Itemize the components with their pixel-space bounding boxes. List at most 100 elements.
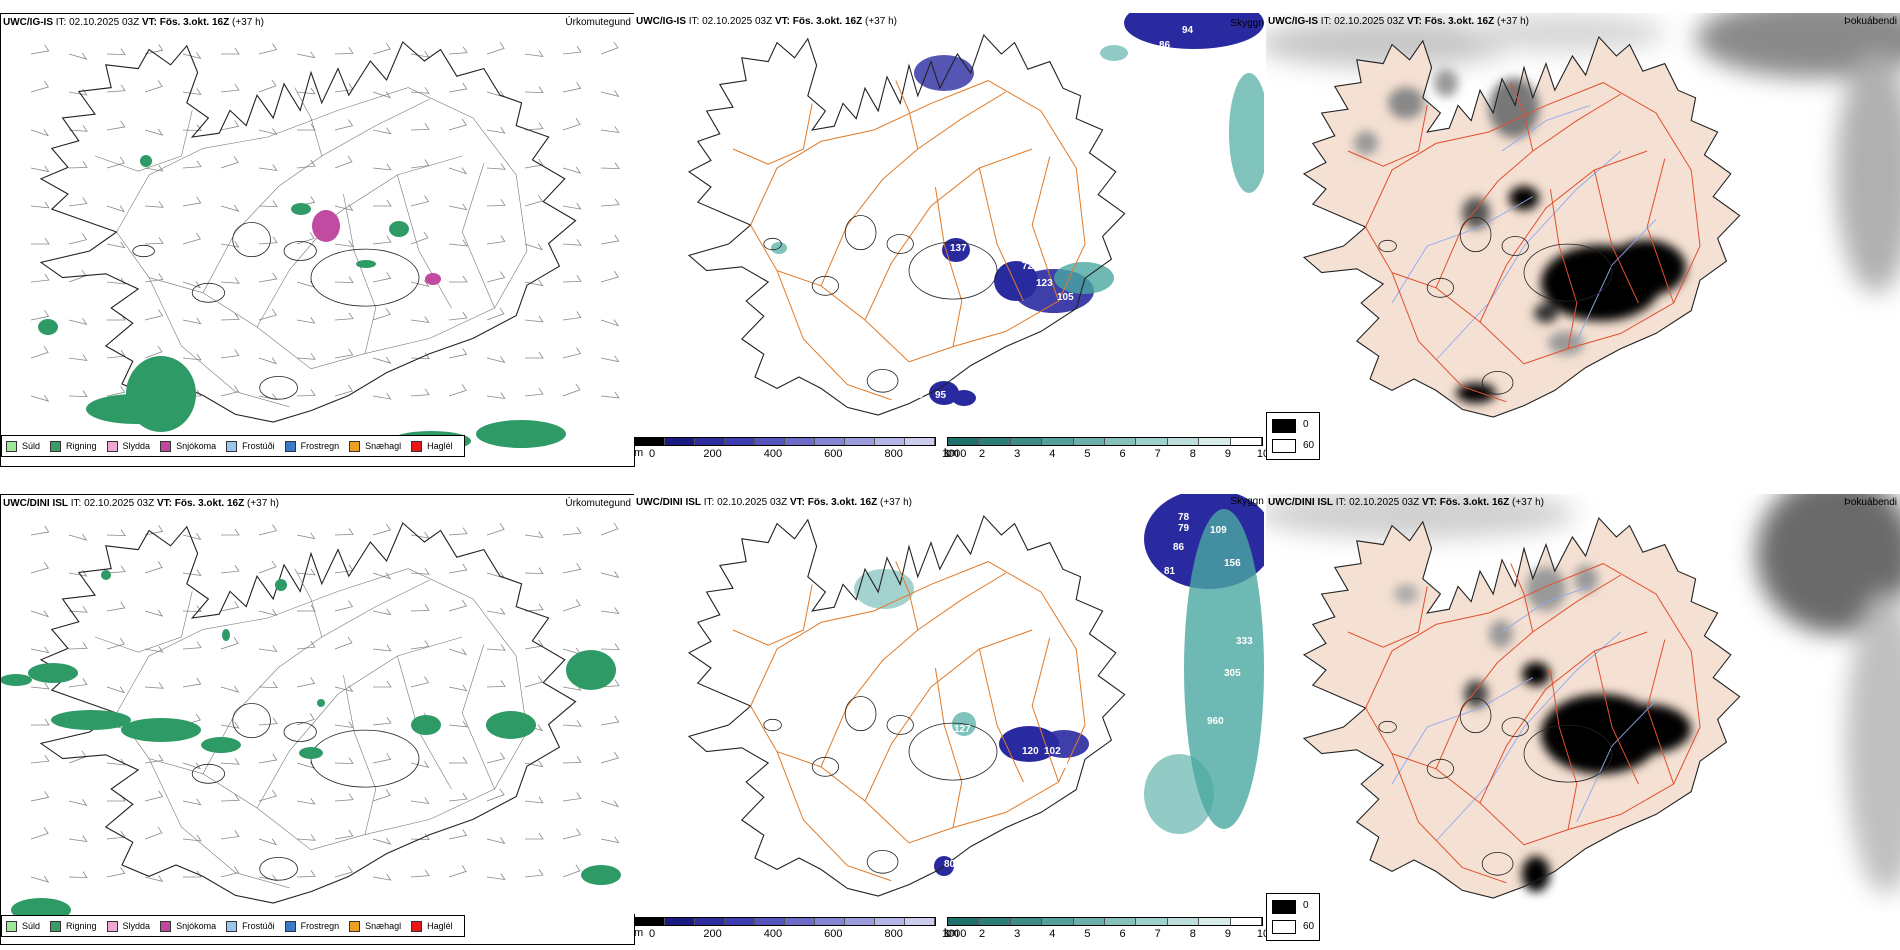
road-line [1646, 158, 1675, 304]
wind-barb [448, 865, 467, 878]
wind-barb [486, 126, 506, 134]
wind-barb [296, 568, 316, 576]
cloud-area [1184, 509, 1264, 829]
wind-barb [600, 355, 620, 363]
cloud-base-label: 94 [1182, 25, 1194, 36]
wind-barb [31, 718, 50, 726]
colorbar-tick: 2 [979, 928, 986, 940]
legend-item: Rigning [50, 920, 97, 932]
wind-barb [296, 87, 316, 95]
colorbar-cell [1136, 438, 1168, 445]
wind-barb [486, 680, 506, 688]
wind-barb [144, 80, 163, 93]
wind-barb [373, 199, 392, 207]
wind-barb [30, 610, 50, 618]
glacier-outline [1523, 243, 1613, 302]
road-line [750, 80, 1086, 363]
wind-barb [258, 200, 278, 208]
wind-barb [106, 277, 126, 285]
wind-barb [144, 44, 164, 55]
road-line [1510, 563, 1534, 633]
wind-barb [107, 794, 126, 802]
fog-map-top [1266, 13, 1900, 418]
wind-barb [524, 531, 544, 539]
it-label: IT: [1335, 497, 1347, 508]
wind-barb [220, 240, 240, 248]
wind-barb [334, 600, 354, 612]
colorbar-tick: 1 [943, 448, 951, 460]
wind-barb [486, 392, 506, 400]
wind-barb [220, 349, 240, 359]
legend-swatch [6, 440, 17, 452]
road-line [461, 644, 495, 790]
fog-spot [1548, 331, 1584, 355]
wind-barb [258, 838, 278, 846]
wind-barb [562, 756, 582, 764]
wind-barb [334, 721, 354, 729]
fog-spot [1394, 584, 1418, 604]
wind-barb [258, 609, 278, 617]
wind-barb [600, 679, 620, 688]
wind-barb [106, 830, 126, 840]
colorbar-tick: 400 [763, 928, 783, 940]
fog-haze [1846, 594, 1900, 894]
glacier-outline [1378, 239, 1397, 253]
precip-area [312, 210, 340, 242]
wind-barb [182, 160, 202, 169]
legend-item: Frostregn [284, 440, 340, 452]
fog-spot [1489, 620, 1513, 648]
wind-barb [258, 357, 278, 365]
wind-barb [486, 752, 506, 764]
colorbar-cell [725, 438, 755, 445]
vt-label: VT: [1421, 497, 1437, 508]
legend-label: Snjókoma [176, 921, 217, 931]
wind-barb [600, 41, 619, 55]
glacier-outline [811, 756, 839, 777]
wind-barb [30, 201, 50, 209]
legend-item: Súld [6, 440, 40, 452]
fog-haze [1466, 13, 1666, 53]
wind-barb [410, 797, 430, 805]
wind-barb [30, 525, 50, 536]
cloud-base-colorbar [634, 917, 936, 926]
wind-barb [258, 789, 277, 802]
glacier-outline [1501, 236, 1529, 256]
colorbar-cell [948, 438, 980, 445]
road-line [256, 155, 463, 328]
glacier-outline [283, 722, 317, 742]
wind-barb [68, 318, 88, 326]
wind-barb [68, 606, 88, 613]
wind-barb [220, 830, 240, 840]
wind-barb [30, 646, 50, 654]
wind-barb [68, 799, 88, 807]
legend-item: Súld [6, 920, 40, 932]
wind-barb [600, 522, 619, 536]
colorbar-cell [755, 438, 785, 445]
wind-barb [524, 50, 544, 58]
precip-area [566, 650, 616, 690]
iceland-coastline [687, 33, 1126, 416]
colorbar-cell [815, 438, 845, 445]
colorbar-cell [905, 438, 935, 445]
colorbar-cell [725, 918, 755, 925]
glacier-outline [763, 237, 782, 251]
cloud-area [1229, 73, 1264, 193]
cloud-base-colorbar [634, 437, 936, 446]
legend-label: Frostregn [300, 441, 340, 451]
wind-barb [448, 563, 468, 574]
lead-time: (+37 h) [865, 16, 897, 27]
visibility-colorbar [947, 917, 1263, 926]
wind-barb [334, 636, 353, 650]
glacier-outline [1459, 698, 1492, 734]
colorbar-tick: 7 [1154, 928, 1161, 940]
wind-barb [334, 685, 354, 693]
wind-barb [372, 572, 392, 580]
wind-barb [106, 529, 126, 537]
legend-label: Rigning [66, 921, 97, 931]
colorbar-tick: 0 [649, 448, 656, 460]
legend-label: Snæhagl [365, 921, 402, 931]
wind-barb [448, 82, 468, 93]
precip-legend-bottom: Súld Rigning Slydda Snjókoma Frostúði Frostre… [1, 915, 465, 937]
wind-barb [31, 237, 50, 245]
glacier-outline [1481, 370, 1514, 395]
